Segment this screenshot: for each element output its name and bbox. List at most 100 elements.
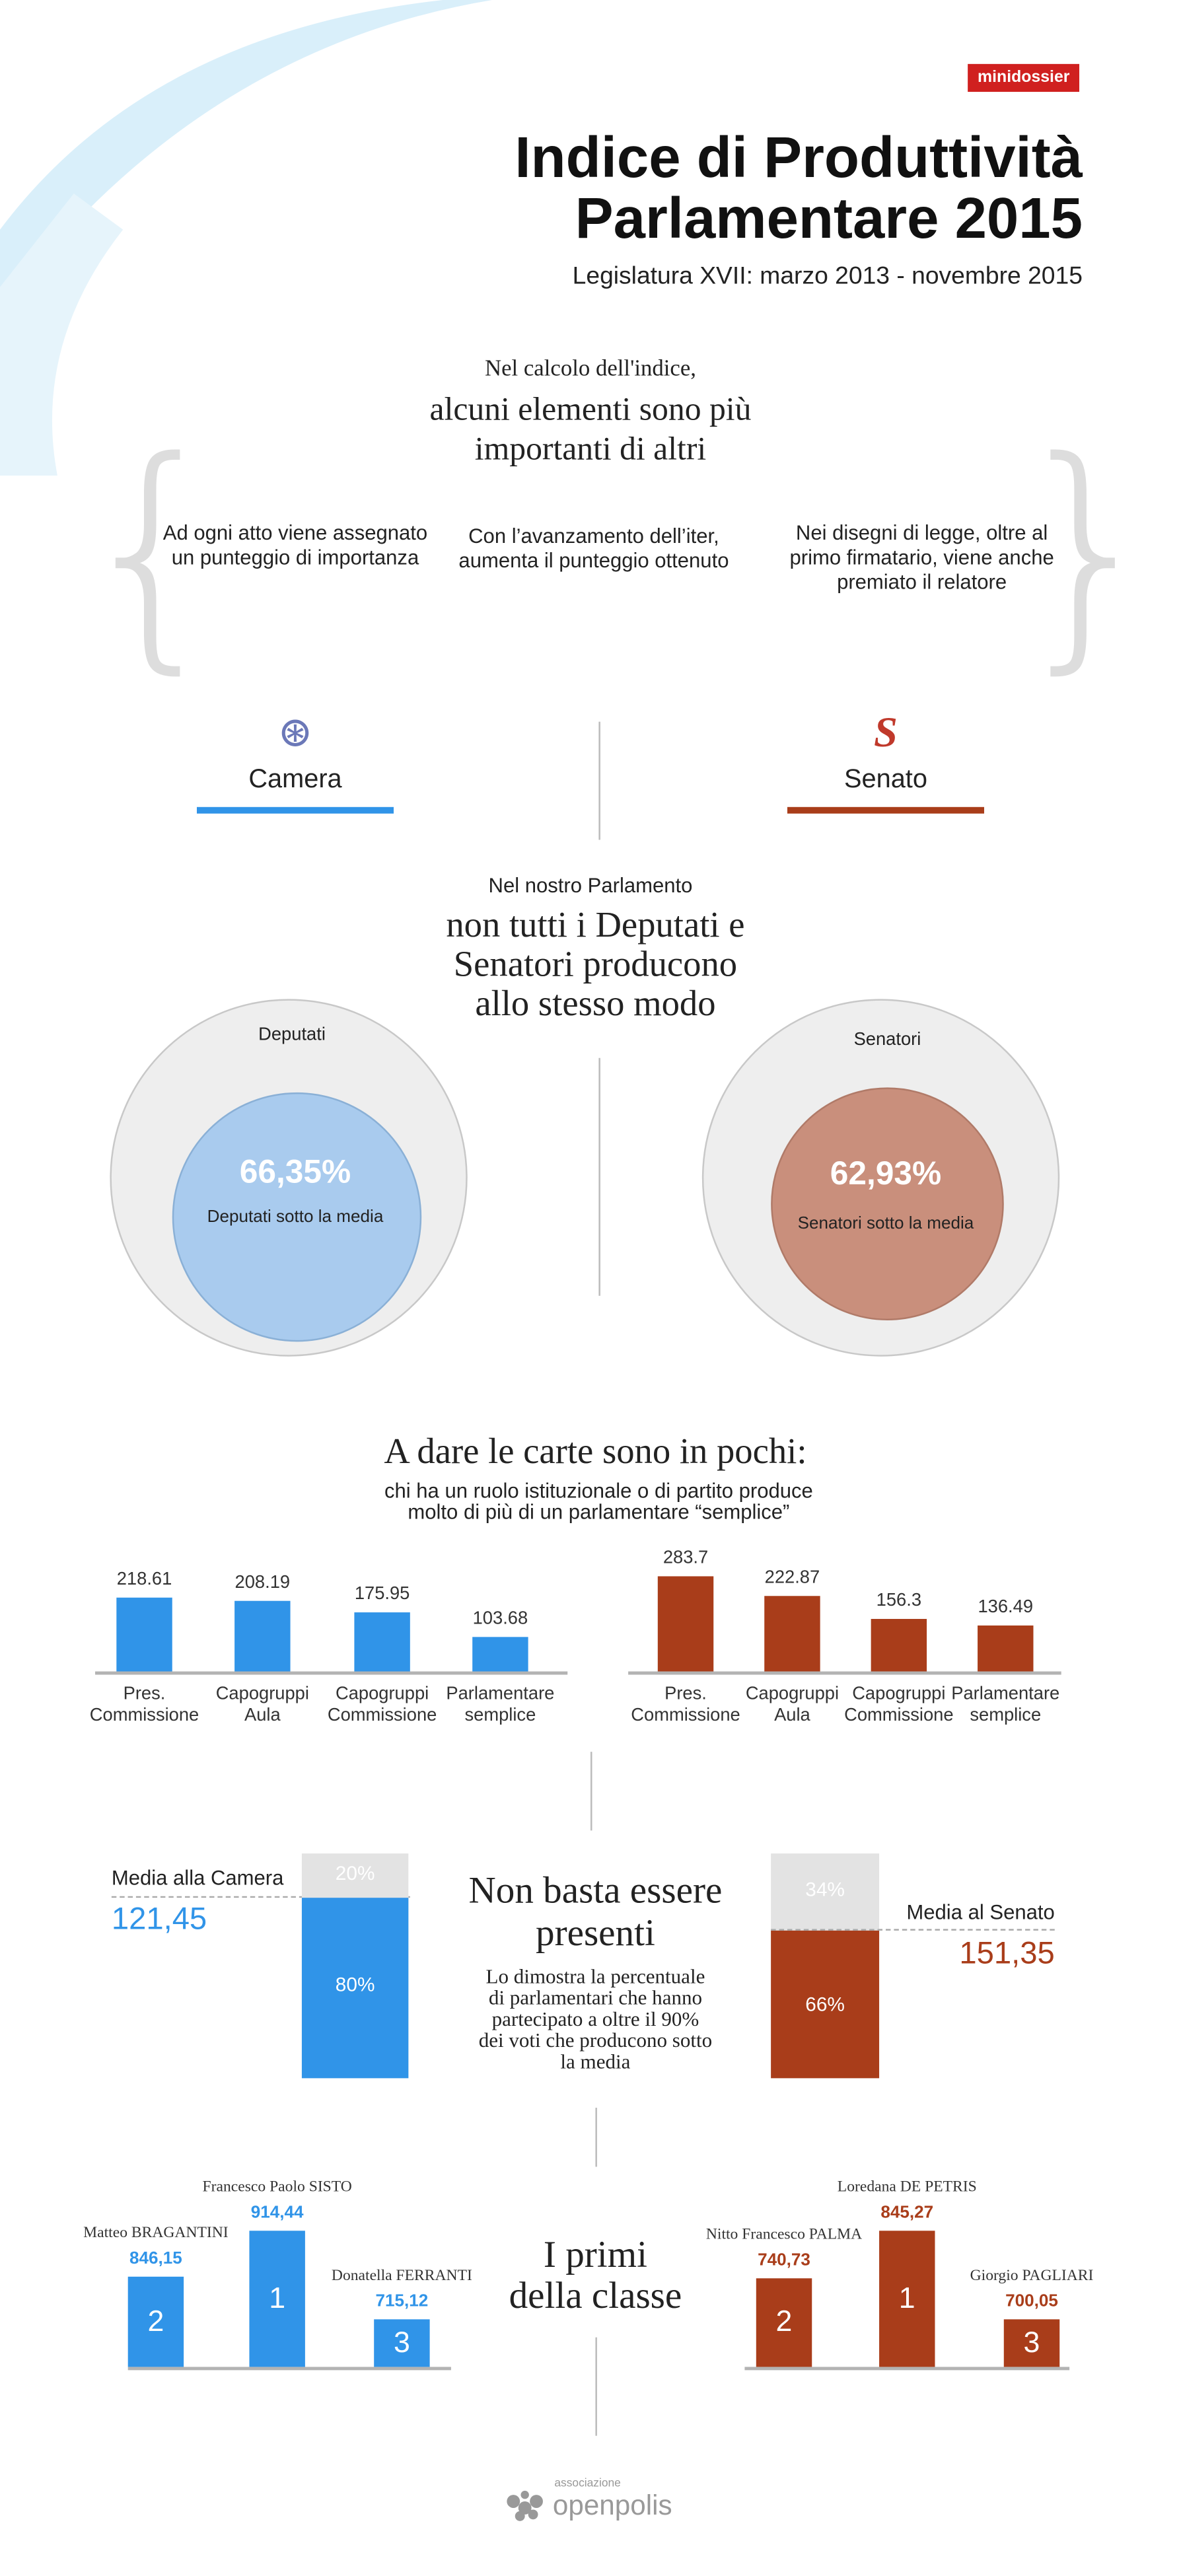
- category-label-line: Pres.: [664, 1684, 707, 1705]
- senato-label: Senato: [844, 766, 927, 794]
- camera-label: Camera: [248, 766, 342, 794]
- camera-underline: [196, 806, 394, 814]
- divider: [595, 2108, 597, 2167]
- member-score: 715,12: [375, 2291, 429, 2311]
- category-label-line: Commissione: [327, 1705, 437, 1726]
- senato-presence-bar: 34% 66%: [771, 1853, 880, 2079]
- page-subtitle: Legislatura XVII: marzo 2013 - novembre …: [572, 262, 1083, 291]
- openpolis-logo: associazione openpolis: [505, 2478, 686, 2527]
- roles-sub-2: molto di più di un parlamentare “semplic…: [408, 1501, 790, 1524]
- chart-category-label: Capogruppi Commissione: [844, 1684, 953, 1727]
- member-name: Giorgio PAGLIARI: [970, 2268, 1094, 2285]
- senatori-below-label: Senatori sotto la media: [797, 1213, 974, 1234]
- presence-text: Lo dimostra la percentuale di parlamenta…: [479, 1966, 712, 2073]
- camera-top-pct: 20%: [335, 1861, 375, 1885]
- podium-rank: 3: [1023, 2325, 1040, 2358]
- chart-bar: [871, 1618, 927, 1672]
- intro-headline-1: alcuni elementi sono più: [429, 392, 752, 429]
- camera-media-line: [111, 1896, 410, 1898]
- senato-bottom-pct: 66%: [805, 1993, 845, 2016]
- divider: [595, 2337, 597, 2436]
- category-label-line: semplice: [970, 1705, 1042, 1726]
- intro-point-1: Ad ogni atto viene assegnato un punteggi…: [162, 521, 428, 569]
- below-avg-lead: Nel nostro Parlamento: [488, 874, 693, 898]
- presence-text-line: partecipato a oltre il 90%: [491, 2007, 699, 2031]
- member-name: Loredana DE PETRIS: [837, 2180, 977, 2197]
- member-score: 845,27: [880, 2203, 934, 2223]
- roles-sub-1: chi ha un ruolo istituzionale o di parti…: [384, 1479, 813, 1503]
- podium-rank: 1: [898, 2281, 915, 2314]
- podium-bar: 3: [374, 2319, 430, 2367]
- presence-text-line: di parlamentari che hanno: [488, 1986, 703, 2010]
- presence-text-line: la media: [560, 2050, 631, 2073]
- category-label-line: Parlamentare: [951, 1684, 1060, 1705]
- intro-point-2: Con l’avanzamento dell’iter, aumenta il …: [458, 524, 729, 573]
- deputati-percent: 66,35%: [239, 1155, 351, 1191]
- category-label-line: Capogruppi: [335, 1684, 429, 1705]
- podium-rank: 1: [269, 2281, 286, 2314]
- logo-small-text: associazione: [554, 2478, 621, 2490]
- senato-media-value: 151,35: [959, 1937, 1055, 1972]
- camera-bottom-pct: 80%: [335, 1973, 375, 1997]
- podium-rank: 3: [393, 2325, 410, 2358]
- page-title-line2: Parlamentare 2015: [575, 187, 1083, 251]
- chart-category-label: Capogruppi Commissione: [328, 1684, 437, 1727]
- chart-axis: [628, 1671, 1061, 1675]
- chart-data-label: 136.49: [978, 1597, 1034, 1618]
- member-score: 700,05: [1005, 2291, 1058, 2311]
- senato-media-label: Media al Senato: [906, 1901, 1055, 1924]
- podium-bar: 3: [1003, 2319, 1060, 2367]
- chart-bar: [354, 1612, 410, 1672]
- podium-rank: 2: [775, 2305, 793, 2338]
- intro-lead: Nel calcolo dell'indice,: [484, 357, 696, 382]
- category-label-line: Commissione: [844, 1705, 954, 1726]
- page-title-line1: Indice di Produttività: [515, 126, 1083, 191]
- minidossier-badge: minidossier: [968, 63, 1080, 92]
- member-score: 740,73: [758, 2250, 810, 2270]
- chart-bar: [657, 1576, 714, 1672]
- divider: [598, 1057, 600, 1296]
- category-label-line: Commissione: [631, 1705, 740, 1726]
- podium-bar: 2: [756, 2278, 812, 2367]
- category-label-line: Aula: [774, 1705, 810, 1726]
- chart-data-label: 175.95: [354, 1584, 410, 1604]
- below-avg-headline-1: non tutti i Deputati e: [446, 904, 745, 945]
- chart-bar: [764, 1596, 820, 1672]
- top-headline-1: I primi: [543, 2234, 647, 2275]
- chart-category-label: Parlamentare semplice: [951, 1684, 1059, 1727]
- background-decoration: [0, 0, 492, 476]
- senatori-below-circle: [771, 1087, 1004, 1321]
- chart-bar: [472, 1636, 528, 1672]
- openpolis-logo-icon: [507, 2490, 543, 2521]
- member-score: 914,44: [250, 2203, 304, 2223]
- camera-emblem-icon: ⊛: [277, 708, 314, 756]
- member-score: 846,15: [129, 2248, 182, 2269]
- senato-emblem-icon: S: [874, 708, 898, 756]
- camera-presence-bar: 20% 80%: [301, 1853, 409, 2079]
- chart-category-label: Parlamentare semplice: [446, 1684, 554, 1727]
- presence-text-line: Lo dimostra la percentuale: [485, 1964, 705, 1988]
- category-label-line: Commissione: [89, 1705, 199, 1726]
- intro-point-3: Nei disegni di legge, oltre al primo fir…: [789, 521, 1054, 594]
- deputati-below-label: Deputati sotto la media: [207, 1207, 384, 1227]
- podium-bar: 1: [879, 2231, 935, 2367]
- chart-bar: [978, 1625, 1034, 1672]
- presence-headline-1: Non basta essere: [468, 1869, 723, 1912]
- category-label-line: Capogruppi: [852, 1684, 946, 1705]
- member-name: Francesco Paolo SISTO: [202, 2180, 352, 2197]
- chart-axis: [95, 1671, 568, 1675]
- logo-main-text: openpolis: [552, 2489, 672, 2521]
- deputati-below-circle: [172, 1092, 422, 1342]
- chart-category-label: Pres. Commissione: [90, 1684, 199, 1727]
- chart-bar: [234, 1601, 291, 1672]
- senato-media-line: [771, 1929, 1055, 1931]
- chart-data-label: 222.87: [764, 1568, 820, 1589]
- chart-category-label: Capogruppi Aula: [746, 1684, 839, 1727]
- member-name: Donatella FERRANTI: [331, 2268, 472, 2285]
- senato-presence-bar-fill: [771, 1929, 880, 2079]
- right-brace-icon: }: [1009, 410, 1166, 696]
- chart-data-label: 283.7: [662, 1548, 709, 1568]
- chart-data-label: 208.19: [234, 1573, 291, 1594]
- podium-bar: 2: [127, 2276, 184, 2367]
